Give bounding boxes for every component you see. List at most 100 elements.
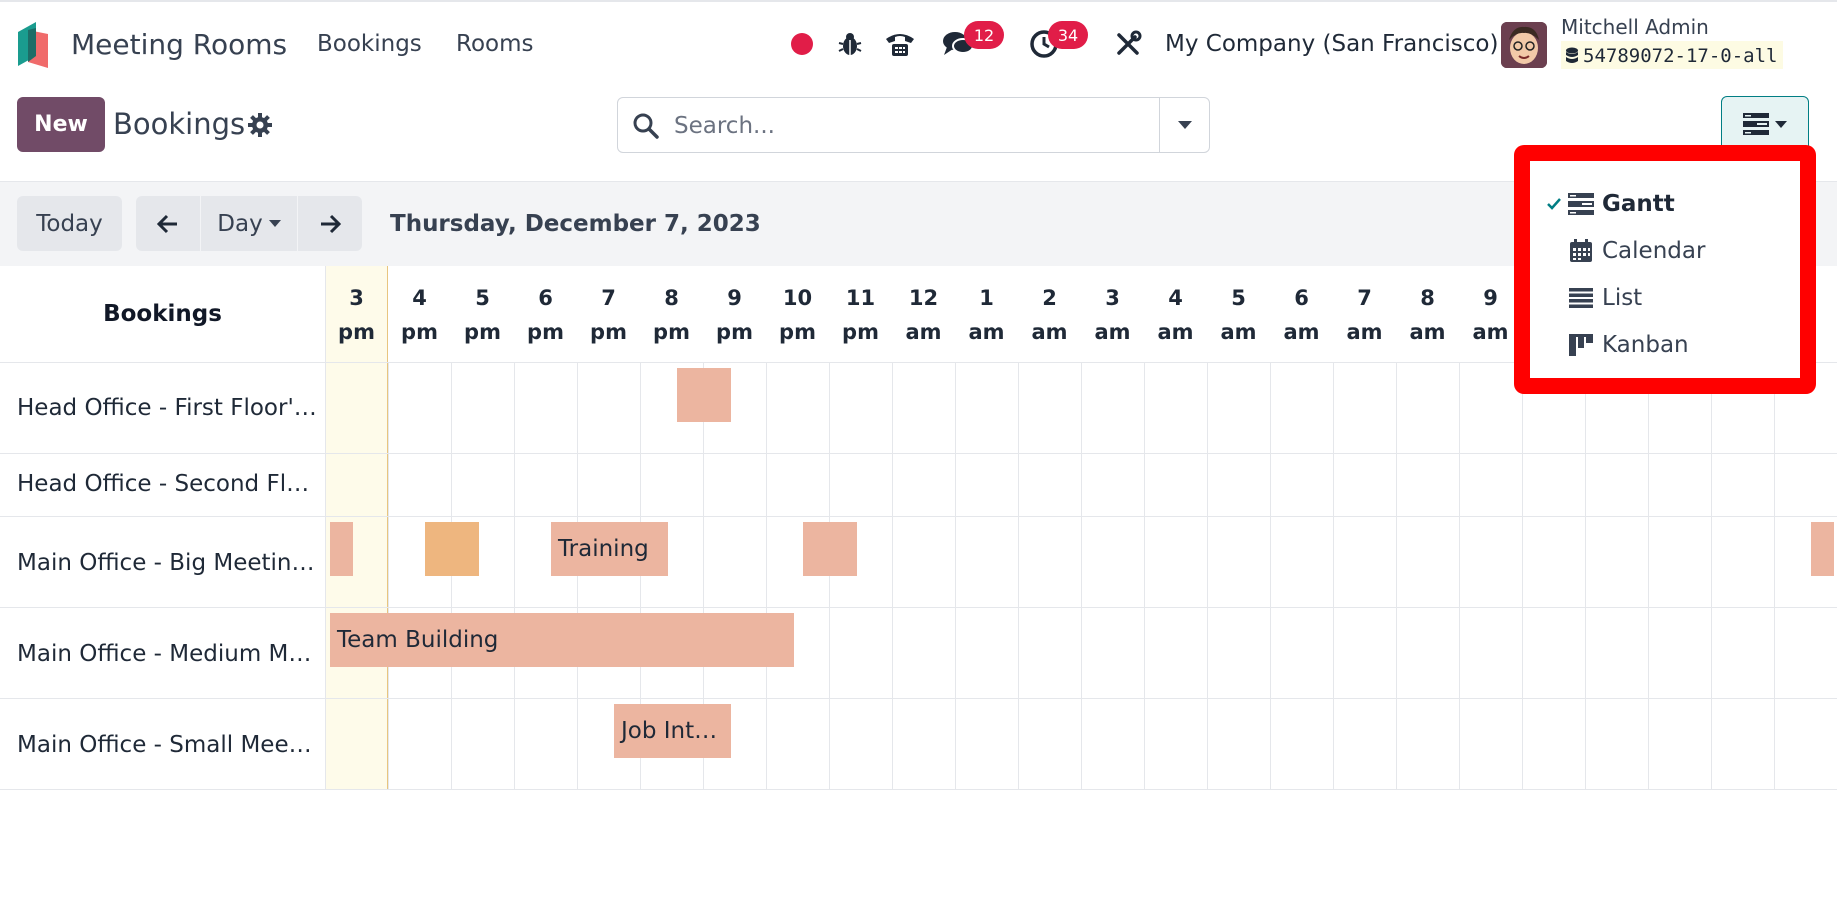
column-header: 8 am <box>1396 266 1459 362</box>
column-header: 9 pm <box>703 266 766 362</box>
column-period: am <box>1472 320 1509 344</box>
row-header-title: Bookings <box>103 301 222 327</box>
tools-icon[interactable] <box>1112 28 1144 60</box>
column-hour: 3 <box>1105 286 1120 310</box>
column-period: am <box>1283 320 1320 344</box>
booking-pill[interactable] <box>425 522 479 576</box>
gantt-grid: Bookings 3 pm 4 pm 5 pm 6 pm 7 pm 8 pm 9 pm 10 pm 11 pm 12… <box>0 266 1837 790</box>
column-header: 11 pm <box>829 266 892 362</box>
booking-pill-training[interactable]: Training <box>551 522 668 576</box>
column-header: 4 pm <box>388 266 451 362</box>
grid-line <box>1585 362 1586 790</box>
grid-line <box>1459 362 1460 790</box>
column-period: pm <box>464 320 501 344</box>
check-icon <box>1540 198 1568 210</box>
booking-pill[interactable] <box>803 522 857 576</box>
view-switcher-button[interactable] <box>1721 96 1809 152</box>
kanban-icon <box>1568 332 1594 358</box>
grid-line <box>1711 362 1712 790</box>
grid-line <box>955 362 956 790</box>
grid-line <box>766 362 767 790</box>
column-hour: 8 <box>1420 286 1435 310</box>
column-period: am <box>1031 320 1068 344</box>
grid-line <box>829 362 830 790</box>
view-option-label: Kanban <box>1602 332 1689 358</box>
gantt-icon <box>1743 113 1769 135</box>
column-hour: 7 <box>1357 286 1372 310</box>
next-button[interactable] <box>298 196 362 251</box>
grid-line <box>703 362 704 790</box>
column-header: 5 pm <box>451 266 514 362</box>
column-header: 6 am <box>1270 266 1333 362</box>
column-period: am <box>1094 320 1131 344</box>
view-option-kanban[interactable]: Kanban <box>1540 325 1800 365</box>
list-icon <box>1568 285 1594 311</box>
booking-pill[interactable] <box>677 368 731 422</box>
column-header: 5 am <box>1207 266 1270 362</box>
scale-dropdown[interactable]: Day <box>201 196 297 251</box>
search-input[interactable] <box>674 108 1124 144</box>
gear-icon[interactable] <box>247 112 273 138</box>
caret-down-icon <box>268 220 281 227</box>
database-name: 54789072-17-0-all <box>1583 45 1778 67</box>
column-period: pm <box>653 320 690 344</box>
column-hour: 4 <box>1168 286 1183 310</box>
column-header: 3 am <box>1081 266 1144 362</box>
bug-icon[interactable] <box>834 28 866 60</box>
grid-line <box>1018 362 1019 790</box>
view-option-calendar[interactable]: Calendar <box>1540 231 1800 271</box>
row-label-head-office-first-floor[interactable]: Head Office - First Floor'… <box>17 395 317 421</box>
gantt-icon <box>1568 191 1594 217</box>
caret-down-icon <box>1177 121 1192 129</box>
grid-line <box>892 362 893 790</box>
database-tag: 54789072-17-0-all <box>1561 41 1784 69</box>
calendar-icon <box>1568 238 1594 264</box>
row-label-head-office-second-floor[interactable]: Head Office - Second Flo… <box>17 471 317 497</box>
new-button[interactable]: New <box>17 97 105 152</box>
column-period: pm <box>716 320 753 344</box>
column-hour: 10 <box>782 286 813 310</box>
messages-badge: 12 <box>964 21 1004 49</box>
booking-pill-team-building[interactable]: Team Building <box>330 613 794 667</box>
row-label-main-office-big-meeting[interactable]: Main Office - Big Meetin… <box>17 550 315 576</box>
column-hour: 12 <box>908 286 939 310</box>
app-logo-icon[interactable] <box>18 22 50 68</box>
grid-line <box>1207 362 1208 790</box>
booking-pill[interactable] <box>1811 522 1834 576</box>
grid-line <box>1333 362 1334 790</box>
grid-line <box>1396 362 1397 790</box>
search-options-toggle[interactable] <box>1159 98 1209 152</box>
column-header: 4 am <box>1144 266 1207 362</box>
column-header: 2 am <box>1018 266 1081 362</box>
booking-pill[interactable] <box>330 522 353 576</box>
previous-button[interactable] <box>136 196 200 251</box>
grid-line <box>514 362 515 790</box>
page-title: Bookings <box>113 107 246 141</box>
caret-down-icon <box>1775 120 1787 128</box>
user-name[interactable]: Mitchell Admin <box>1561 15 1709 39</box>
row-label-main-office-small[interactable]: Main Office - Small Meet… <box>17 732 317 758</box>
booking-pill-job-interview[interactable]: Job Int… <box>614 704 731 758</box>
view-option-label: Calendar <box>1602 238 1706 264</box>
column-hour: 7 <box>601 286 616 310</box>
menu-rooms[interactable]: Rooms <box>456 31 534 57</box>
company-switcher[interactable]: My Company (San Francisco) <box>1165 31 1499 57</box>
current-date: Thursday, December 7, 2023 <box>390 211 761 237</box>
view-option-list[interactable]: List <box>1540 278 1800 318</box>
view-option-label: List <box>1602 285 1643 311</box>
user-avatar[interactable] <box>1501 22 1547 68</box>
view-option-gantt[interactable]: Gantt <box>1540 184 1800 224</box>
column-period: am <box>1220 320 1257 344</box>
row-label-main-office-medium[interactable]: Main Office - Medium M… <box>17 641 312 667</box>
column-period: pm <box>338 320 375 344</box>
column-period: pm <box>779 320 816 344</box>
record-dot-icon[interactable] <box>786 28 818 60</box>
app-name[interactable]: Meeting Rooms <box>71 28 288 61</box>
phone-icon[interactable] <box>884 28 916 60</box>
column-header: 12 am <box>892 266 955 362</box>
today-button[interactable]: Today <box>17 196 122 251</box>
menu-bookings[interactable]: Bookings <box>317 31 422 57</box>
grid-line <box>1774 362 1775 790</box>
column-hour: 6 <box>538 286 553 310</box>
grid-line <box>388 362 389 790</box>
